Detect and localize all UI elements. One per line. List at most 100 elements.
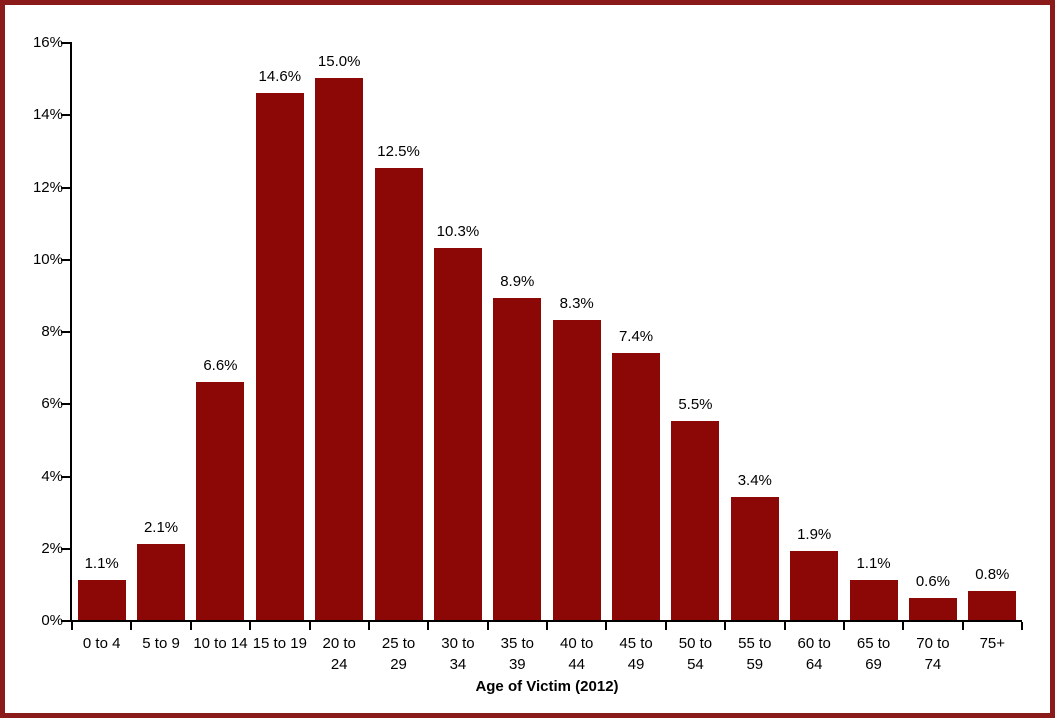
x-axis-category-label: 30 to 34: [428, 633, 487, 675]
y-axis-line: [70, 42, 72, 622]
bar-value-label: 14.6%: [258, 67, 302, 85]
bar: [552, 320, 601, 620]
x-axis-category-label: 35 to 39: [488, 633, 547, 675]
bar-value-label: 1.1%: [856, 555, 891, 573]
x-axis-tick: [783, 622, 786, 630]
x-axis-tick: [71, 622, 73, 630]
y-axis-tick-label: 8%: [41, 323, 63, 340]
x-axis-category-label-line: 59: [746, 656, 764, 673]
x-axis-category-label: 15 to 19: [250, 633, 309, 654]
x-axis-title: Age of Victim (2012): [475, 678, 619, 695]
x-axis-category-label: 45 to 49: [606, 633, 665, 675]
x-axis-category-label-line: 45 to: [619, 635, 653, 652]
x-axis-category-label-line: 69: [865, 656, 882, 673]
bar: [433, 247, 482, 620]
x-axis-category-label-line: 15 to 19: [252, 635, 307, 652]
x-axis-category-label-line: 5 to 9: [142, 635, 180, 652]
bar: [196, 381, 245, 620]
x-axis-category-label: 75+: [963, 633, 1022, 654]
x-axis-category-label: 50 to 54: [666, 633, 725, 675]
x-axis-category-label-line: 40 to: [560, 635, 594, 652]
x-axis-tick: [1021, 622, 1023, 630]
y-axis-tick: [61, 620, 70, 622]
y-axis-tick-label: 12%: [32, 178, 63, 196]
x-axis-category-label: 0 to 4: [72, 633, 131, 654]
x-axis-tick: [427, 622, 430, 630]
x-axis-category-label-line: 49: [627, 656, 645, 673]
x-axis-category-label-line: 24: [330, 656, 348, 673]
x-axis-category-label-line: 70 to: [916, 635, 950, 652]
x-axis-tick: [189, 622, 192, 630]
y-axis-tick-label: 2%: [41, 539, 63, 557]
x-axis-tick: [961, 622, 964, 630]
x-axis-tick: [486, 622, 489, 630]
x-axis-tick: [605, 622, 608, 630]
y-axis-tick: [61, 258, 70, 261]
y-axis-tick: [61, 403, 70, 406]
x-axis-category-label-line: 34: [449, 656, 467, 673]
bar-value-label: 8.3%: [559, 295, 594, 313]
x-axis-tick: [664, 622, 667, 630]
bar: [77, 580, 126, 620]
bar-value-label: 1.9%: [797, 526, 832, 544]
y-axis-tick-label: 6%: [41, 395, 63, 413]
y-axis-tick: [61, 42, 70, 44]
x-axis-category-label: 5 to 9: [131, 633, 190, 654]
x-axis-category-label-line: 35 to: [500, 635, 534, 652]
bar-value-label: 15.0%: [317, 53, 361, 71]
y-axis-tick-label: 4%: [41, 467, 63, 485]
bar: [612, 352, 661, 620]
x-axis-category-label-line: 20 to: [322, 635, 356, 652]
bar-value-label: 5.5%: [678, 396, 713, 414]
x-axis-category-label-line: 0 to 4: [82, 635, 121, 652]
x-axis-category-label-line: 60 to: [797, 635, 831, 652]
x-axis-category-label: 55 to 59: [725, 633, 784, 675]
x-axis-tick: [130, 622, 133, 630]
y-axis-tick: [61, 547, 70, 550]
bar: [137, 544, 186, 620]
x-axis-category-label: 70 to 74: [903, 633, 962, 675]
x-axis-tick: [249, 622, 252, 630]
x-axis-category-label-line: 44: [568, 656, 586, 673]
bar: [849, 580, 898, 620]
x-axis-category-label-line: 30 to: [441, 635, 475, 652]
bar-value-label: 6.6%: [203, 356, 238, 374]
bar: [671, 421, 720, 620]
x-axis-tick: [842, 622, 845, 630]
y-axis-tick: [61, 186, 70, 189]
bar: [908, 598, 957, 620]
bar: [255, 92, 304, 620]
x-axis-category-label-line: 74: [924, 656, 942, 673]
x-axis-category-label-line: 10 to 14: [193, 635, 248, 652]
x-axis-tick: [902, 622, 905, 630]
x-axis-category-label: 25 to 29: [369, 633, 428, 675]
x-axis-category-label: 65 to 69: [844, 633, 903, 675]
x-axis-tick: [546, 622, 548, 630]
bar-value-label: 7.4%: [618, 327, 654, 345]
y-axis-tick-label: 16%: [32, 34, 63, 51]
bar: [374, 168, 423, 620]
bar-value-label: 0.8%: [975, 566, 1010, 584]
y-axis-tick: [61, 331, 70, 333]
bar: [315, 78, 364, 620]
bar-value-label: 2.1%: [143, 519, 179, 537]
y-axis-tick-label: 0%: [41, 612, 63, 629]
x-axis-tick: [308, 622, 311, 630]
bar-value-label: 3.4%: [737, 472, 772, 490]
x-axis-category-label-line: 75+: [979, 635, 1006, 652]
x-axis-category-label: 20 to 24: [310, 633, 369, 675]
x-axis-tick: [724, 622, 727, 630]
x-axis-category-label-line: 64: [805, 656, 823, 673]
x-axis-category-label: 60 to 64: [785, 633, 844, 675]
x-axis-line: [70, 620, 1022, 622]
bar-chart: 0% 2% 4% 6% 8% 10% 12% 14% 16% 1.1% 0 to 4 2.1% 5 to…: [5, 5, 1050, 713]
y-axis-tick: [61, 114, 70, 117]
bar-value-label: 12.5%: [377, 143, 420, 161]
bar-value-label: 8.9%: [500, 273, 535, 291]
bar-value-label: 10.3%: [436, 222, 480, 240]
x-axis-category-label-line: 54: [687, 656, 704, 673]
bar: [493, 298, 542, 620]
bar: [968, 591, 1017, 620]
y-axis-tick: [61, 475, 70, 478]
